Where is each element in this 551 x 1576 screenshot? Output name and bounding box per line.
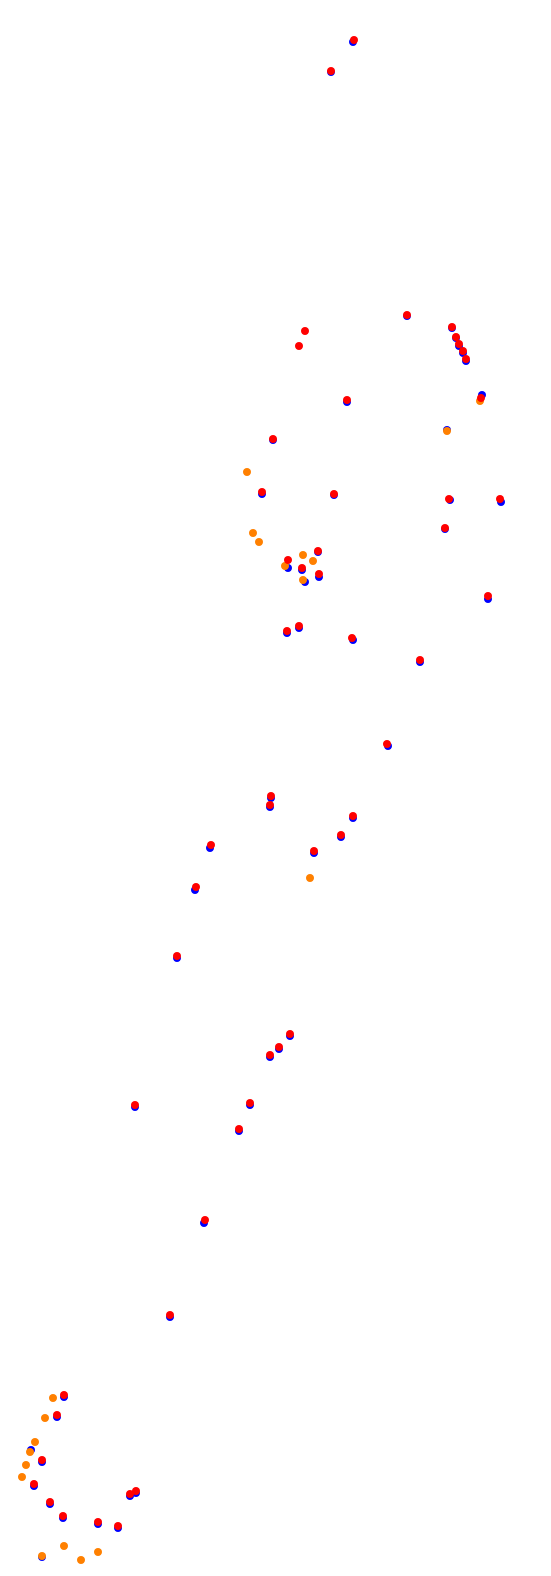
point xyxy=(284,556,292,564)
point xyxy=(275,1043,283,1051)
point xyxy=(314,547,322,555)
point xyxy=(343,396,351,404)
point xyxy=(243,468,251,476)
point xyxy=(126,1490,134,1498)
point xyxy=(192,883,200,891)
point xyxy=(132,1487,140,1495)
point xyxy=(266,801,274,809)
point xyxy=(416,656,424,664)
point xyxy=(46,1498,54,1506)
point xyxy=(30,1480,38,1488)
point xyxy=(53,1411,61,1419)
point xyxy=(31,1438,39,1446)
point xyxy=(49,1394,57,1402)
point xyxy=(299,576,307,584)
point xyxy=(59,1512,67,1520)
point xyxy=(94,1518,102,1526)
point xyxy=(327,67,335,75)
point xyxy=(298,564,306,572)
point xyxy=(309,557,317,565)
point xyxy=(249,529,257,537)
point xyxy=(60,1391,68,1399)
point xyxy=(310,847,318,855)
point xyxy=(295,622,303,630)
point xyxy=(403,311,411,319)
point xyxy=(255,538,263,546)
point xyxy=(77,1556,85,1564)
point xyxy=(258,488,266,496)
point xyxy=(306,874,314,882)
point xyxy=(235,1125,243,1133)
point xyxy=(295,342,303,350)
point xyxy=(477,394,485,402)
point xyxy=(94,1548,102,1556)
point xyxy=(441,524,449,532)
point xyxy=(337,831,345,839)
point xyxy=(452,333,460,341)
point xyxy=(348,634,356,642)
point xyxy=(349,812,357,820)
point xyxy=(455,340,463,348)
point xyxy=(315,570,323,578)
point xyxy=(286,1030,294,1038)
point xyxy=(246,1099,254,1107)
point xyxy=(38,1456,46,1464)
point xyxy=(114,1522,122,1530)
point xyxy=(267,792,275,800)
point xyxy=(448,323,456,331)
point xyxy=(60,1542,68,1550)
point xyxy=(38,1552,46,1560)
point xyxy=(22,1461,30,1469)
point xyxy=(496,495,504,503)
point xyxy=(201,1216,209,1224)
point xyxy=(281,562,289,570)
point xyxy=(462,355,470,363)
point xyxy=(131,1101,139,1109)
point xyxy=(207,841,215,849)
point xyxy=(283,627,291,635)
point xyxy=(459,347,467,355)
point xyxy=(330,490,338,498)
point xyxy=(166,1311,174,1319)
point xyxy=(18,1473,26,1481)
point xyxy=(26,1448,34,1456)
point xyxy=(266,1051,274,1059)
point xyxy=(443,427,451,435)
point xyxy=(383,740,391,748)
point xyxy=(350,36,358,44)
point xyxy=(41,1414,49,1422)
point xyxy=(173,952,181,960)
point xyxy=(269,435,277,443)
point xyxy=(301,327,309,335)
point xyxy=(299,551,307,559)
point xyxy=(445,495,453,503)
point xyxy=(484,592,492,600)
